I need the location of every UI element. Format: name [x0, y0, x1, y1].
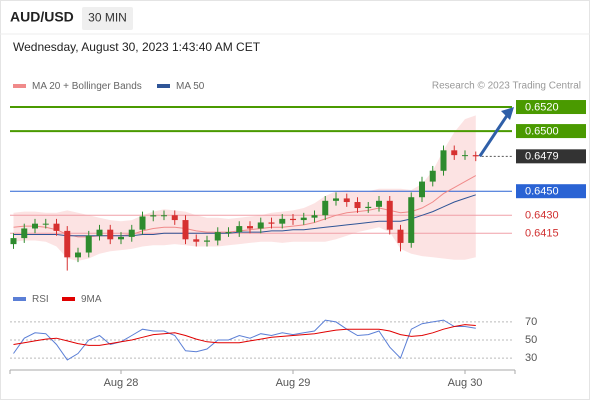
candle-body: [333, 198, 339, 201]
candle-body: [204, 240, 210, 242]
candle-body: [225, 232, 232, 234]
level-box: [516, 124, 586, 139]
candle-body: [214, 232, 221, 241]
y-tick-label: 30: [525, 352, 537, 364]
legend-label: 9MA: [81, 294, 102, 305]
rsi-line: [13, 319, 476, 361]
candle-body: [279, 218, 286, 224]
y-tick-label: 50: [525, 334, 537, 346]
candle-body: [150, 215, 157, 217]
candle-body: [128, 229, 135, 237]
y-tick-label: 70: [525, 316, 537, 328]
legend-swatch: [13, 84, 26, 88]
candle-body: [236, 226, 243, 233]
candle-body: [343, 198, 350, 203]
legend-label: MA 20 + Bollinger Bands: [32, 81, 142, 92]
candle-body: [42, 223, 49, 225]
level-label: 0.6415: [525, 228, 559, 240]
candle-body: [300, 217, 307, 221]
candle-body: [171, 215, 178, 221]
timeframe: 30 MIN: [88, 11, 127, 25]
legend-label: RSI: [32, 294, 49, 305]
candle-body: [386, 200, 393, 230]
level-box: [516, 184, 586, 199]
candle-body: [64, 230, 71, 258]
candle-body: [85, 235, 92, 253]
candle-body: [451, 150, 458, 156]
candle-body: [419, 181, 425, 198]
candle-body: [268, 222, 275, 224]
bollinger-band: [13, 115, 476, 261]
credit: Research © 2023 Trading Central: [432, 81, 581, 92]
timestamp: Wednesday, August 30, 2023 1:43:40 AM CE…: [13, 40, 261, 54]
candle-body: [53, 223, 60, 231]
level-label: 0.6500: [525, 125, 559, 137]
candle-body: [21, 228, 28, 239]
timeframe-box: [82, 7, 133, 30]
legend-swatch: [13, 297, 26, 301]
candle-body: [397, 229, 404, 243]
arrow-shaft: [478, 113, 510, 158]
rsi-line: [13, 324, 476, 346]
candle-body: [193, 239, 200, 242]
candle-body: [182, 220, 189, 240]
level-box: [516, 149, 586, 164]
legend-swatch: [62, 297, 75, 301]
candle-body: [75, 252, 81, 258]
level-label: 0.6520: [525, 101, 559, 113]
candle-body: [139, 216, 146, 230]
candle-body: [161, 215, 167, 217]
level-label: 0.6450: [525, 186, 559, 198]
candle-body: [107, 229, 114, 240]
candle-body: [408, 197, 415, 243]
candle-body: [322, 200, 329, 216]
candle-body: [376, 200, 382, 207]
x-tick-label: Aug 28: [104, 377, 139, 389]
level-label: 0.6479: [525, 151, 559, 163]
legend-swatch: [157, 84, 170, 88]
x-tick-label: Aug 29: [276, 377, 311, 389]
candle-body: [472, 155, 479, 157]
x-tick-label: Aug 30: [448, 377, 483, 389]
candle-body: [440, 150, 447, 171]
candle-body: [462, 155, 468, 157]
candle-body: [10, 238, 17, 245]
symbol: AUD/USD: [10, 9, 74, 25]
level-label: 0.6430: [525, 210, 559, 222]
candle-body: [311, 215, 318, 218]
arrow-head: [501, 107, 514, 121]
candle-body: [365, 206, 372, 209]
level-box: [516, 100, 586, 115]
candle-body: [429, 170, 436, 182]
candle-body: [96, 229, 103, 236]
candle-body: [247, 226, 253, 229]
candle-body: [290, 218, 296, 221]
legend-label: MA 50: [176, 81, 205, 92]
candle-body: [118, 236, 124, 240]
candle-body: [257, 222, 264, 229]
candle-body: [354, 202, 361, 209]
candle-body: [32, 223, 38, 229]
